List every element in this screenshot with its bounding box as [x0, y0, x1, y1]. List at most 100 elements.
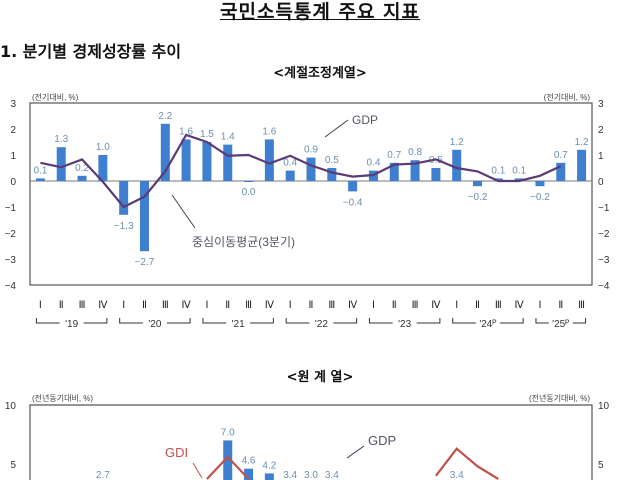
y-tick-right: 1	[598, 151, 604, 162]
gdp-bar-label: 0.9	[304, 145, 318, 156]
y-tick-left: −4	[5, 281, 17, 292]
gdp-bar	[264, 139, 274, 181]
x-tick-quarter: Ⅱ	[475, 300, 480, 311]
x-tick-quarter: Ⅳ	[181, 300, 191, 311]
gdp-bar	[285, 170, 295, 181]
gdp-bar	[556, 162, 566, 181]
gdp-yoy-label: 3.4	[450, 470, 464, 480]
x-tick-quarter: Ⅳ	[265, 300, 275, 311]
x-tick-quarter: Ⅳ	[98, 300, 108, 311]
gdp-bar	[431, 168, 441, 181]
gdp-bar-label: 0.5	[325, 155, 339, 166]
gdp-bar	[348, 181, 358, 192]
gdp-yoy-label: 2.7	[96, 470, 110, 480]
gdp-bar	[223, 144, 233, 181]
x-tick-year: '25ᴾ	[552, 319, 569, 330]
gdp-bar-label: −0.2	[468, 192, 488, 203]
gdp-bar	[202, 142, 212, 181]
gdp-bar	[493, 178, 503, 181]
gdp-bar-label: 1.4	[221, 132, 235, 143]
chart1-frame	[29, 102, 593, 286]
gdp-bar-label: 0.1	[33, 165, 47, 176]
chart2-title: <원 계 열>	[286, 370, 354, 385]
gdp-bar-label: 1.6	[179, 126, 193, 137]
x-tick-quarter: Ⅲ	[412, 300, 419, 311]
gdp-bar	[35, 178, 45, 181]
x-tick-quarter: Ⅰ	[538, 300, 541, 311]
x-tick-quarter: Ⅰ	[39, 300, 42, 311]
gdp-bar	[77, 175, 87, 181]
gdi-annotation: GDI	[165, 445, 188, 460]
y-tick-right: 2	[598, 125, 604, 136]
chart2-unit-right: (전년동기대비, %)	[529, 393, 590, 403]
x-tick-quarter: Ⅱ	[558, 300, 563, 311]
y-tick-left: 3	[10, 99, 16, 110]
gdp-bar-label: −2.7	[135, 257, 155, 268]
x-tick-quarter: Ⅲ	[495, 300, 502, 311]
gdp-bar-label: 0.4	[366, 158, 380, 169]
gdp-yoy-bar	[264, 473, 274, 480]
gdp-bar	[389, 162, 399, 181]
x-tick-quarter: Ⅳ	[431, 300, 441, 311]
x-tick-quarter: Ⅱ	[142, 300, 147, 311]
y-tick-left: 5	[10, 460, 16, 471]
gdi-line	[206, 455, 250, 480]
gdp-bar	[452, 149, 462, 181]
x-tick-quarter: Ⅳ	[348, 300, 358, 311]
gdp-bar-label: −0.2	[530, 192, 550, 203]
x-tick-quarter: Ⅲ	[245, 300, 252, 311]
ma-arrow	[171, 194, 196, 229]
gdp-bar-label: 0.2	[75, 163, 89, 174]
y-tick-left: −3	[5, 255, 17, 266]
gdi-arrow	[192, 462, 203, 479]
x-tick-quarter: Ⅱ	[392, 300, 397, 311]
x-tick-quarter: Ⅱ	[225, 300, 230, 311]
ma-annotation: 중심이동평균(3분기)	[192, 235, 295, 249]
y-tick-left: −2	[5, 229, 17, 240]
gdp-bar-label: 1.2	[450, 137, 464, 148]
gdp-bar	[577, 149, 587, 181]
y-tick-right: 0	[598, 177, 604, 188]
gdp-bar	[473, 181, 483, 187]
gdp-bar-label: 1.3	[54, 134, 68, 145]
chart1-title: <계절조정계열>	[273, 66, 367, 81]
y-tick-right: 10	[598, 401, 610, 412]
chart2-unit-left: (전년동기대비, %)	[32, 393, 93, 403]
x-tick-quarter: Ⅱ	[59, 300, 64, 311]
x-tick-year: '22	[315, 319, 328, 330]
gdp-bar-label: 1.2	[575, 137, 589, 148]
section-heading: 1. 분기별 경제성장률 추이	[0, 42, 182, 61]
page-title: 국민소득통계 주요 지표	[219, 1, 421, 23]
x-tick-quarter: Ⅲ	[578, 300, 585, 311]
x-tick-quarter: Ⅲ	[328, 300, 335, 311]
gdp-bar-label: 0.1	[512, 165, 526, 176]
y-tick-right: −1	[598, 203, 610, 214]
year-bracket	[368, 318, 441, 324]
y-tick-left: 1	[10, 151, 16, 162]
gdp-yoy-label: 3.4	[325, 470, 339, 480]
gdp-arrow	[324, 119, 349, 138]
gdp-bar	[181, 139, 191, 181]
moving-average-line	[40, 133, 562, 209]
y-tick-left: 2	[10, 125, 16, 136]
gdp-bar	[244, 181, 254, 182]
y-tick-left: −1	[5, 203, 17, 214]
x-tick-quarter: Ⅰ	[289, 300, 292, 311]
x-tick-year: '20	[148, 319, 161, 330]
gdp-bar-label: −0.4	[343, 197, 363, 208]
gdp-yoy-annotation: GDP	[368, 433, 396, 448]
gdp-bar	[119, 181, 129, 215]
gdp-yoy-label: 3.0	[304, 470, 318, 480]
x-tick-quarter: Ⅰ	[205, 300, 208, 311]
y-tick-right: 3	[598, 99, 604, 110]
gdp-bar	[410, 160, 420, 181]
x-tick-quarter: Ⅲ	[162, 300, 169, 311]
gdp-bar-label: 1.0	[96, 142, 110, 153]
year-bracket	[202, 318, 274, 324]
gdp-bar-label: −1.3	[114, 221, 134, 232]
gdi-line	[435, 447, 499, 480]
year-bracket	[119, 318, 191, 324]
y-tick-right: −2	[598, 229, 610, 240]
x-tick-quarter: Ⅰ	[372, 300, 375, 311]
x-tick-year: '21	[232, 319, 245, 330]
